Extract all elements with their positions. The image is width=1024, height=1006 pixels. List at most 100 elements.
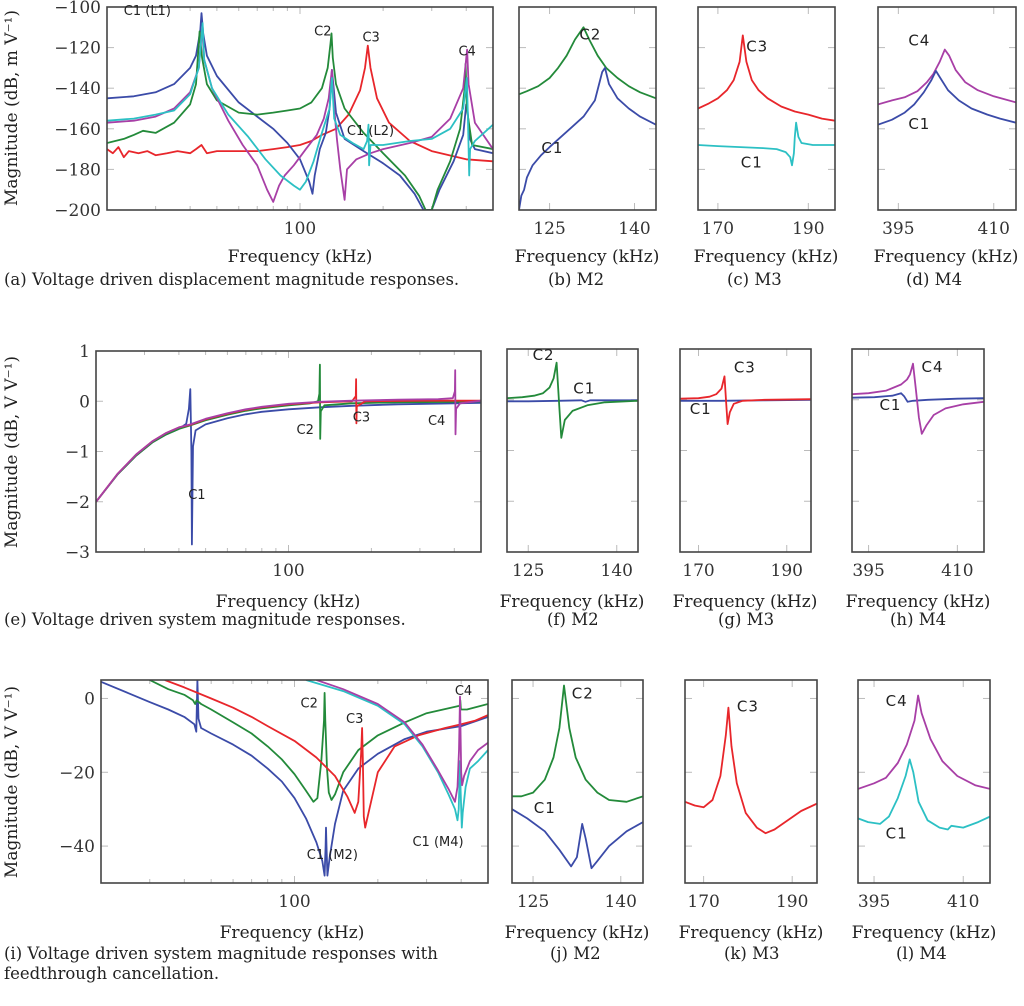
x-tick-label: 395 — [852, 561, 884, 581]
annotation-label: C3 — [346, 712, 363, 727]
x-tick-label: 140 — [605, 892, 637, 912]
x-tick-label: 395 — [882, 219, 914, 239]
series-line-c1alt — [305, 680, 488, 829]
caption-j: (j) M2 — [550, 944, 601, 963]
series-line-c2 — [107, 30, 493, 210]
y-axis-label: Magnitude (dB, V V⁻¹) — [2, 686, 22, 878]
chart-f: 125 140 C2 C1 Frequency (kHz) — [500, 346, 645, 612]
annotation-label: C1 — [690, 400, 712, 418]
series-line-c4 — [316, 680, 488, 803]
x-tick-label: 140 — [601, 561, 633, 581]
annotation-label: C1 — [188, 488, 205, 503]
x-tick-label: 190 — [776, 892, 808, 912]
chart-d: 395 410 C4 C1 Frequency (kHz) — [874, 6, 1019, 267]
chart-l: 395 410 C4 C1 Frequency (kHz) — [852, 679, 997, 943]
chart-a: 100 −100 −120 −140 −160 −180 −200 C1 (L1) C2 C3 C1… — [2, 0, 494, 267]
plot-frame — [106, 6, 494, 211]
series-line-c3 — [680, 375, 811, 426]
plot-frame — [506, 348, 639, 553]
series-line-c1 — [96, 388, 481, 546]
x-axis-label: Frequency (kHz) — [673, 592, 818, 612]
x-tick-label: 170 — [702, 219, 734, 239]
plot-frame — [100, 679, 489, 884]
x-axis-label: Frequency (kHz) — [874, 247, 1019, 267]
series-line-c3 — [164, 680, 488, 829]
annotation-label: C4 — [428, 414, 445, 429]
plot-frame — [518, 6, 657, 211]
chart-h: 395 410 C4 C1 Frequency (kHz) — [846, 348, 991, 612]
annotation-label: C4 — [458, 45, 475, 60]
series-line-c1 — [878, 70, 1016, 126]
y-tick-label: −120 — [54, 39, 101, 59]
x-tick-label: 125 — [533, 219, 565, 239]
annotation-label: C1 (M4) — [412, 835, 463, 850]
x-axis-label: Frequency (kHz) — [852, 923, 997, 943]
x-tick-label: 410 — [978, 219, 1010, 239]
series-line-c4 — [107, 26, 493, 203]
plot-frame — [684, 679, 818, 884]
y-tick-label: −1 — [65, 443, 90, 463]
y-tick-label: −100 — [54, 0, 101, 18]
annotation-label: C1 — [573, 380, 595, 398]
y-axis-label: Magnitude (dB, V V⁻¹) — [2, 356, 22, 548]
annotation-label: C2 — [533, 346, 555, 364]
annotation-label: C2 — [579, 25, 601, 43]
caption-d: (d) M4 — [906, 270, 963, 289]
caption-a: (a) Voltage driven displacement magnitud… — [4, 270, 460, 289]
x-axis-label: Frequency (kHz) — [846, 592, 991, 612]
series-line-c1 — [698, 121, 835, 167]
series-line-c1alt — [107, 22, 493, 191]
chart-g: 170 190 C3 C1 Frequency (kHz) — [673, 348, 818, 612]
series-line-c4 — [96, 369, 481, 503]
annotation-label: C3 — [734, 358, 756, 376]
x-tick-label: 410 — [941, 561, 973, 581]
annotation-label: C4 — [921, 358, 943, 376]
chart-j: 125 140 C2 C1 Frequency (kHz) — [505, 679, 650, 943]
series-line-c1 — [512, 808, 643, 870]
y-tick-label: −40 — [59, 837, 95, 857]
x-axis-label: Frequency (kHz) — [505, 923, 650, 943]
caption-e: (e) Voltage driven system magnitude resp… — [4, 610, 406, 629]
x-axis-label: Frequency (kHz) — [216, 592, 361, 612]
caption-b: (b) M2 — [548, 270, 605, 289]
chart-c: 170 190 C3 C1 Frequency (kHz) — [694, 6, 839, 267]
y-tick-label: 0 — [84, 689, 95, 709]
x-tick-label: 170 — [687, 892, 719, 912]
annotation-label: C2 — [301, 697, 318, 712]
plot-frame — [95, 350, 482, 553]
y-tick-label: 0 — [79, 392, 90, 412]
caption-l: (l) M4 — [896, 944, 947, 963]
x-axis-label: Frequency (kHz) — [228, 247, 373, 267]
y-tick-label: −2 — [65, 493, 90, 513]
x-axis-label: Frequency (kHz) — [694, 247, 839, 267]
y-tick-label: −180 — [54, 160, 101, 180]
caption-f: (f) M2 — [547, 610, 599, 629]
caption-h: (h) M4 — [890, 610, 947, 629]
y-tick-label: −20 — [59, 763, 95, 783]
plot-frame — [851, 348, 985, 553]
caption-c: (c) M3 — [727, 270, 782, 289]
series-line-c2 — [519, 26, 656, 100]
series-line-c3 — [685, 706, 817, 835]
annotation-label: C1 (M2) — [307, 848, 358, 863]
x-tick-label: 410 — [947, 892, 979, 912]
caption-k: (k) M3 — [724, 944, 780, 963]
x-tick-label: 125 — [512, 561, 544, 581]
annotation-label: C1 — [886, 825, 908, 843]
annotation-label: C3 — [353, 410, 370, 425]
plot-frame — [511, 679, 644, 884]
x-tick-label: 125 — [517, 892, 549, 912]
x-tick-label: 170 — [682, 561, 714, 581]
series-line-c1 — [107, 12, 493, 210]
series-line-c4 — [858, 694, 990, 790]
y-tick-label: −140 — [54, 79, 101, 99]
annotation-label: C4 — [886, 692, 908, 710]
x-tick-label: 140 — [618, 219, 650, 239]
annotation-label: C1 — [879, 396, 901, 414]
series-line-c1 — [852, 392, 984, 403]
annotation-label: C3 — [362, 31, 379, 46]
x-tick-label: 100 — [284, 219, 316, 239]
annotation-label: C3 — [746, 38, 768, 56]
plot-frame — [679, 348, 812, 553]
